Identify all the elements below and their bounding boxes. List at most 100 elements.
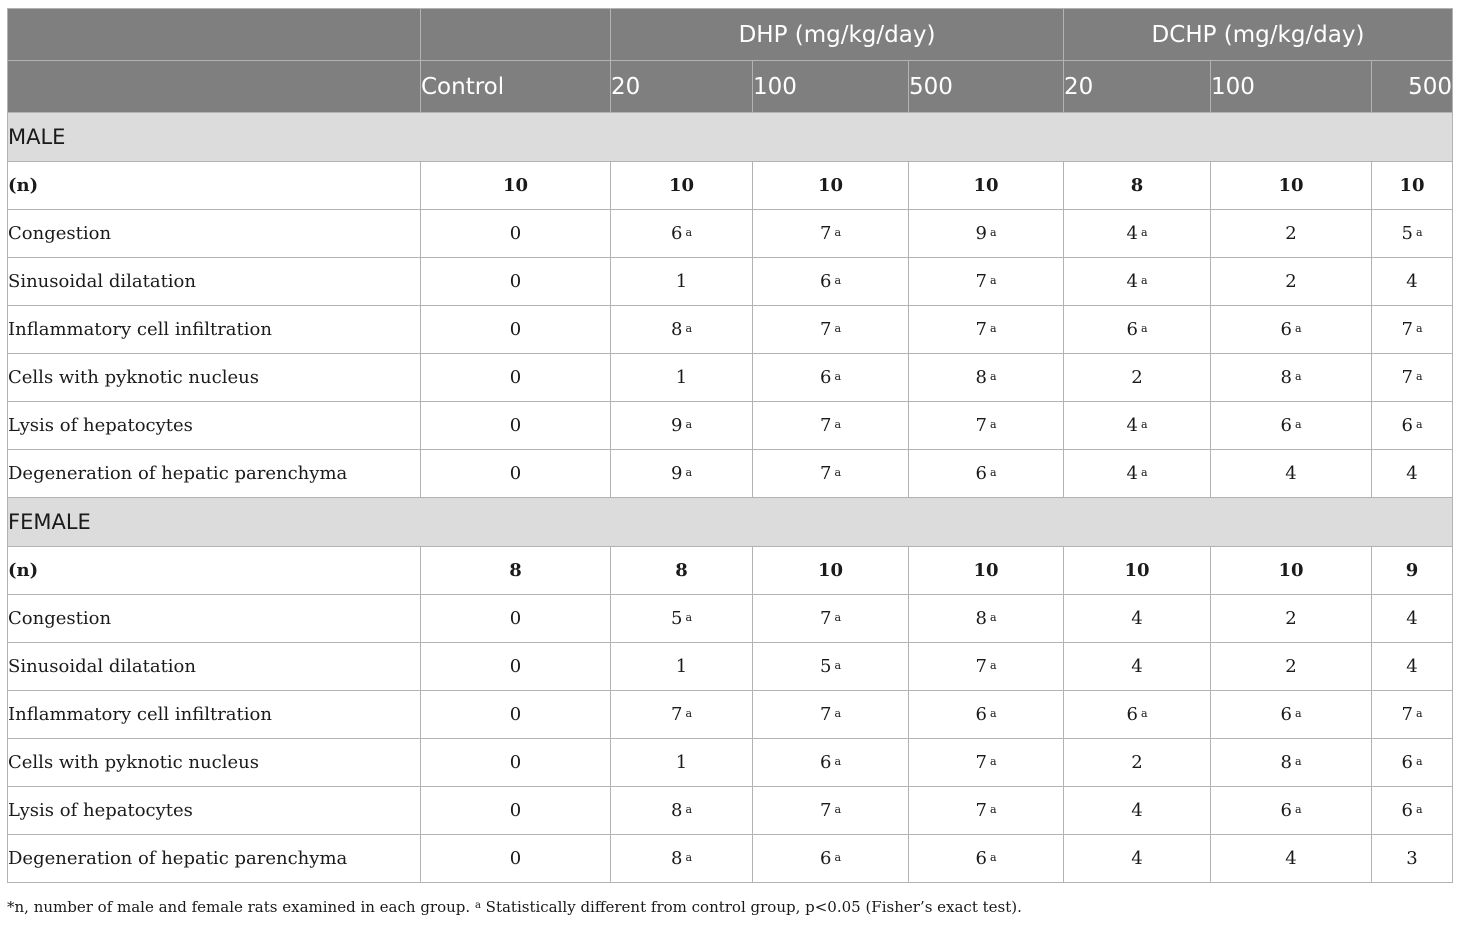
row-label: Inflammatory cell infiltration bbox=[7, 690, 421, 739]
row-label: Lysis of hepatocytes bbox=[7, 401, 421, 450]
cell-value: 2 bbox=[1285, 223, 1297, 244]
row-label: Sinusoidal dilatation bbox=[7, 257, 421, 306]
row-label: Inflammatory cell infiltration bbox=[7, 305, 421, 354]
cell-value: 6 bbox=[975, 704, 987, 725]
significance-marker: a bbox=[1140, 466, 1148, 479]
significance-marker: a bbox=[989, 659, 997, 672]
row-label: Cells with pyknotic nucleus bbox=[7, 738, 421, 787]
cell-value: 0 bbox=[509, 608, 522, 629]
table-row: Lysis of hepatocytes 0 9 a 7 a 7 a 4 a 6 a 6 a bbox=[7, 401, 1454, 450]
section-row: MALE bbox=[6, 112, 1454, 162]
table-cell: 4 bbox=[1063, 834, 1211, 883]
cell-value: 7 bbox=[819, 608, 832, 629]
table-cell: 10 bbox=[1370, 161, 1454, 210]
cell-value: 8 bbox=[670, 800, 683, 821]
significance-marker: a bbox=[989, 274, 997, 287]
table-cell: 4 bbox=[1370, 449, 1454, 498]
significance-marker: a bbox=[834, 370, 841, 383]
table-cell: 0 bbox=[420, 257, 611, 306]
cell-value: 7 bbox=[975, 415, 987, 436]
significance-marker: a bbox=[834, 322, 841, 335]
column-header-dchp-100: 100 bbox=[1210, 60, 1372, 113]
header-column-row: Control 20 100 500 20 100 500 bbox=[7, 60, 1454, 113]
significance-marker: a bbox=[1294, 322, 1302, 335]
cell-value: 8 bbox=[975, 367, 987, 388]
table-footnote: *n, number of male and female rats exami… bbox=[7, 898, 1022, 916]
significance-marker: a bbox=[1415, 418, 1423, 431]
column-header-dhp-500: 500 bbox=[908, 60, 1064, 113]
table-row: Sinusoidal dilatation 0 1 5 a 7 a 4 2 4 bbox=[7, 642, 1454, 691]
row-label: Lysis of hepatocytes bbox=[7, 786, 421, 835]
cell-value: 10 bbox=[817, 175, 844, 196]
cell-value: 9 bbox=[670, 463, 683, 484]
cell-value: 0 bbox=[509, 800, 522, 821]
significance-marker: a bbox=[989, 370, 997, 383]
cell-value: 6 bbox=[975, 848, 987, 869]
significance-marker: a bbox=[989, 322, 997, 335]
significance-marker: a bbox=[834, 803, 841, 816]
cell-value: 8 bbox=[1280, 752, 1292, 773]
cell-value: 10 bbox=[502, 175, 529, 196]
cell-value: 10 bbox=[817, 560, 844, 581]
table-cell: 0 bbox=[420, 449, 611, 498]
cell-value: 3 bbox=[1406, 848, 1418, 869]
cell-value: 6 bbox=[819, 271, 832, 292]
row-label: Congestion bbox=[7, 594, 421, 643]
significance-marker: a bbox=[1415, 322, 1423, 335]
table-row: Congestion 0 5 a 7 a 8 a 4 2 4 bbox=[7, 594, 1454, 643]
significance-marker: a bbox=[989, 803, 997, 816]
cell-value: 6 bbox=[1126, 704, 1138, 725]
table-cell: 2 bbox=[1210, 257, 1372, 306]
cell-value: 10 bbox=[1278, 175, 1304, 196]
footnote-text: *n, number of male and female rats exami… bbox=[7, 898, 475, 916]
table-cell: 10 bbox=[1063, 546, 1211, 595]
cell-value: 7 bbox=[670, 704, 683, 725]
cell-value: 6 bbox=[1280, 800, 1292, 821]
table-cell: 4 bbox=[1063, 642, 1211, 691]
cell-value: 0 bbox=[509, 704, 522, 725]
cell-value: 10 bbox=[973, 175, 999, 196]
significance-marker: a bbox=[1140, 274, 1148, 287]
significance-marker: a bbox=[1415, 803, 1423, 816]
cell-value: 7 bbox=[975, 800, 987, 821]
cell-value: 4 bbox=[1406, 608, 1418, 629]
table-cell: 4 bbox=[1370, 257, 1454, 306]
cell-value: 10 bbox=[1124, 560, 1150, 581]
cell-value: 4 bbox=[1126, 415, 1138, 436]
table-cell: 4 bbox=[1210, 449, 1372, 498]
cell-value: 5 bbox=[670, 608, 683, 629]
cell-value: 6 bbox=[975, 463, 987, 484]
column-header-dhp-20: 20 bbox=[610, 60, 753, 113]
table-cell: 10 bbox=[908, 161, 1064, 210]
table-cell: 0 bbox=[420, 305, 611, 354]
significance-marker: a bbox=[834, 611, 841, 624]
significance-marker: a bbox=[989, 611, 997, 624]
significance-marker: a bbox=[1294, 370, 1302, 383]
cell-value: 10 bbox=[973, 560, 999, 581]
significance-marker: a bbox=[989, 466, 997, 479]
table-row: Lysis of hepatocytes 0 8 a 7 a 7 a 4 6 a 6 a bbox=[7, 786, 1454, 835]
table-cell: 4 bbox=[1063, 594, 1211, 643]
cell-value: 9 bbox=[1405, 560, 1419, 581]
table-cell: 8 bbox=[420, 546, 611, 595]
cell-value: 4 bbox=[1406, 463, 1418, 484]
cell-value: 1 bbox=[675, 271, 688, 292]
